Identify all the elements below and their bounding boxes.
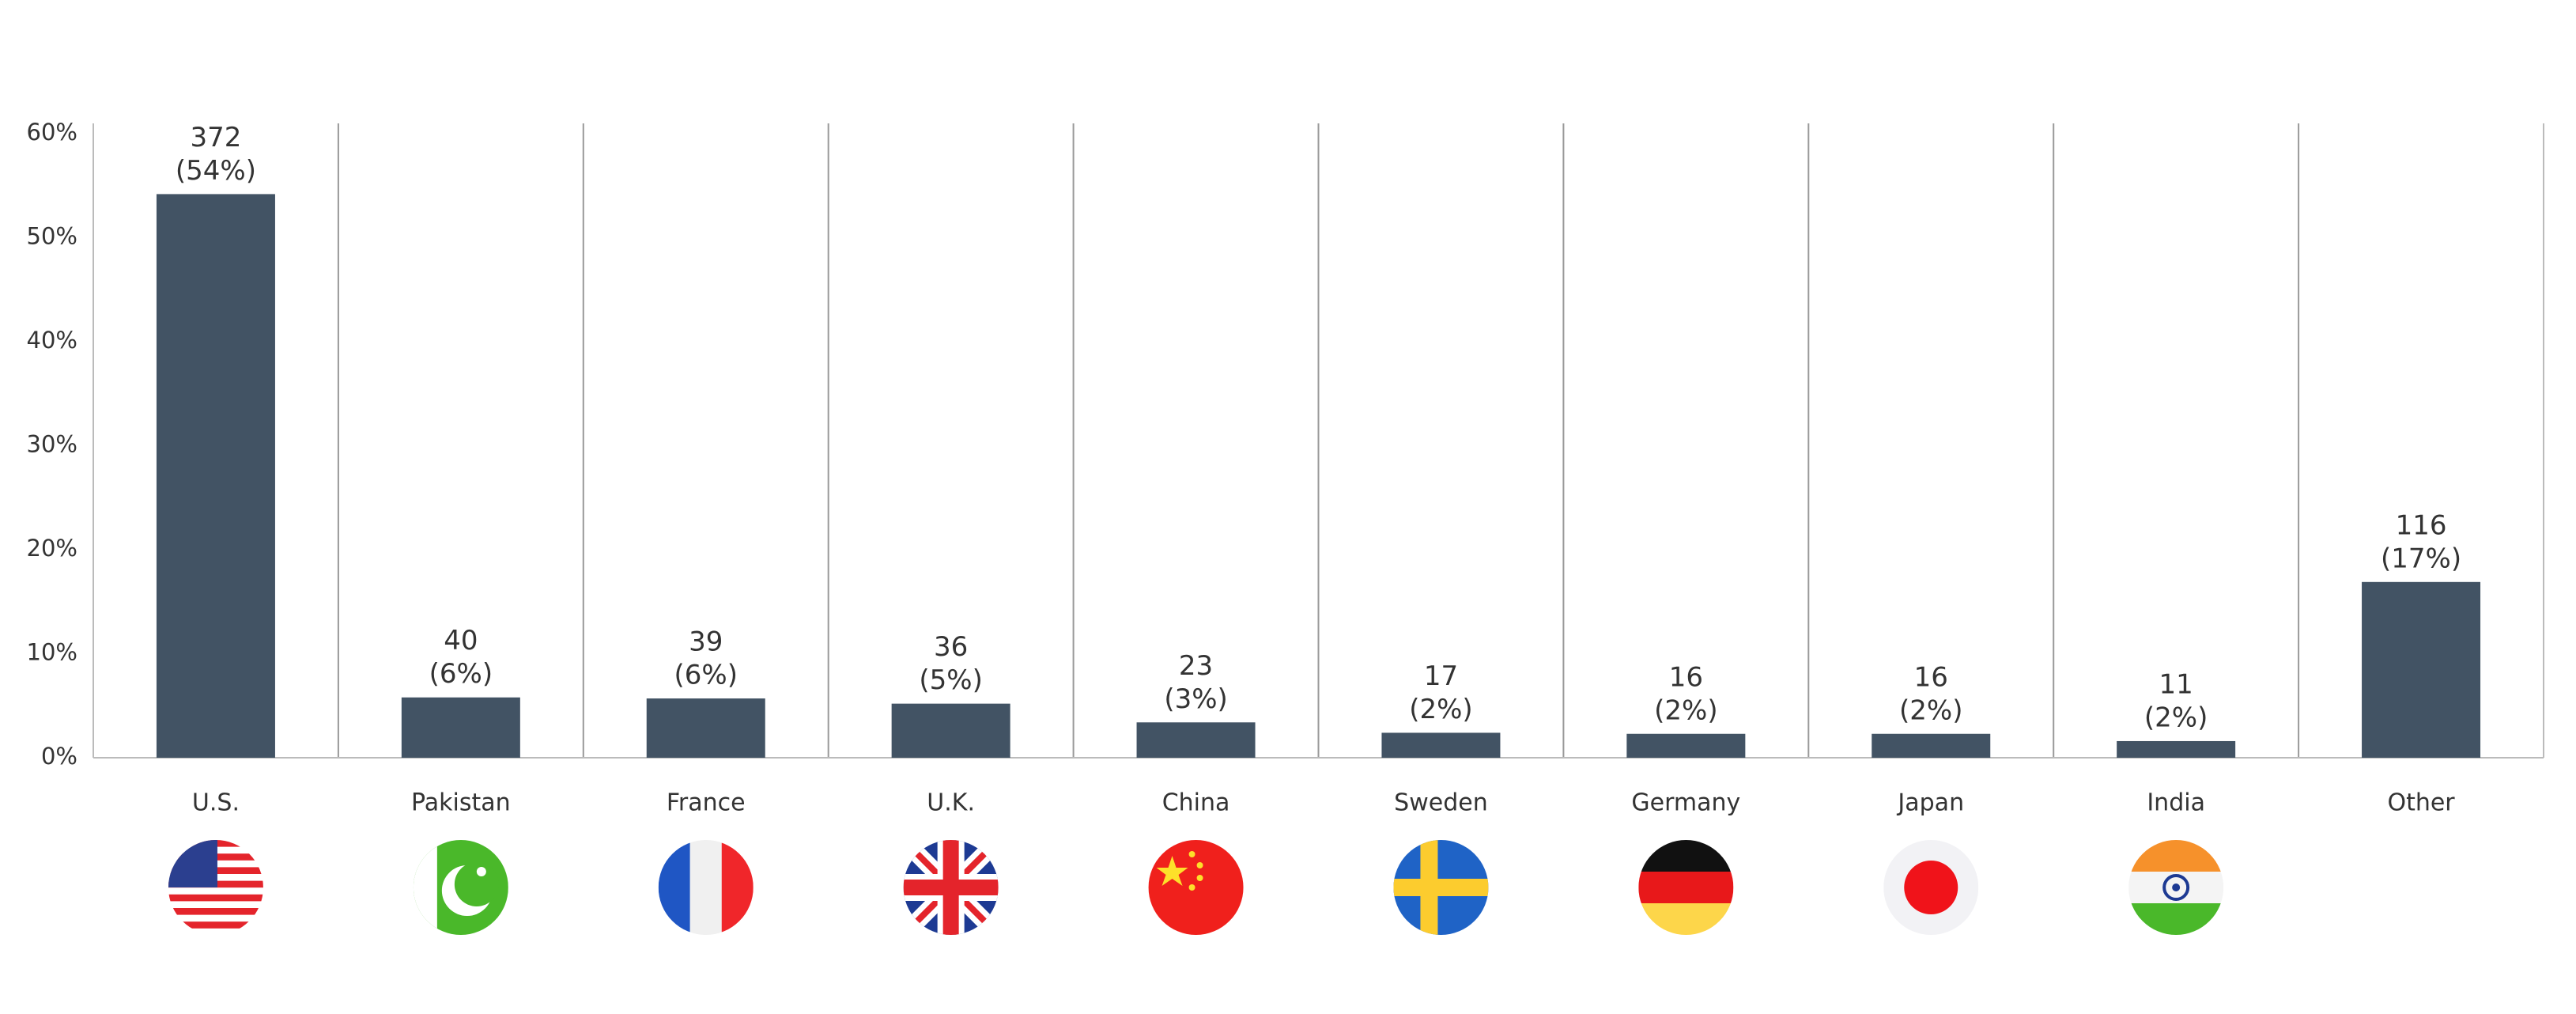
flag-part (476, 867, 486, 876)
flag (658, 840, 754, 935)
flag-part (689, 840, 722, 935)
value-label: (17%) (2381, 543, 2461, 574)
value-label: (54%) (176, 155, 256, 187)
x-tick-label: China (1162, 789, 1230, 817)
x-tick-label: France (667, 789, 746, 817)
y-tick-label: 0% (41, 743, 77, 770)
flag-part (1156, 856, 1188, 886)
count-label: 11 (2159, 668, 2193, 700)
bar (891, 703, 1010, 758)
flag-part (168, 840, 217, 887)
bar (401, 697, 520, 758)
value-label: (6%) (429, 658, 493, 690)
flag-part (1148, 840, 1244, 935)
flag-part (2128, 903, 2224, 935)
flag-part (168, 894, 263, 902)
y-tick-label: 60% (27, 119, 77, 146)
x-tick-label: Japan (1896, 789, 1964, 817)
x-tick-label: Other (2387, 789, 2455, 817)
bar (1136, 722, 1256, 758)
y-tick-label: 50% (27, 223, 77, 250)
x-tick-label: Germany (1631, 789, 1740, 817)
count-label: 16 (1914, 661, 1948, 693)
bar (1381, 732, 1501, 758)
x-tick-label: U.S. (192, 789, 240, 817)
flag-part (1638, 840, 1734, 872)
bar (1626, 733, 1746, 758)
flag (2128, 840, 2224, 935)
flag (1393, 840, 1489, 935)
count-label: 23 (1179, 650, 1213, 682)
count-label: 36 (934, 631, 968, 663)
flag-part (1904, 861, 1958, 914)
value-label: (5%) (919, 664, 982, 696)
flag (1148, 840, 1244, 935)
bar (1872, 733, 1991, 758)
value-label: (2%) (1899, 694, 1962, 726)
count-label: 116 (2396, 509, 2447, 541)
flag-part (2128, 840, 2224, 872)
flag (413, 840, 508, 935)
flag-part (658, 840, 690, 935)
flag-part (721, 840, 754, 935)
count-label: 17 (1424, 660, 1458, 692)
x-tick-label: India (2147, 789, 2205, 817)
bar (2362, 581, 2481, 758)
y-tick-label: 20% (27, 535, 77, 562)
flag-part (2162, 874, 2190, 901)
flag-part (168, 908, 263, 915)
value-label: (2%) (2144, 702, 2208, 733)
flag-part (1188, 851, 1195, 857)
value-label: (2%) (1654, 694, 1717, 726)
flag (1638, 840, 1734, 935)
flag-part (168, 921, 263, 929)
flag-part (2172, 883, 2181, 891)
x-tick-label: Pakistan (411, 789, 511, 817)
flag-part (1188, 884, 1195, 891)
flag-part (903, 840, 999, 935)
y-tick-label: 30% (27, 431, 77, 458)
bar (156, 194, 275, 759)
flag-part (1196, 862, 1203, 868)
value-label: (6%) (674, 660, 738, 691)
flag-part (1196, 875, 1203, 881)
count-label: 39 (689, 626, 723, 658)
bar (646, 698, 765, 758)
y-tick-label: 10% (27, 639, 77, 666)
count-label: 40 (444, 625, 478, 656)
flag (1883, 840, 1979, 935)
x-tick-label: U.K. (927, 789, 975, 817)
flag-part (1638, 872, 1734, 903)
flag (168, 840, 263, 929)
y-tick-label: 40% (27, 327, 77, 354)
flag-part (1638, 903, 1734, 935)
value-label: (2%) (1409, 694, 1472, 725)
count-label: 16 (1669, 661, 1703, 693)
flag-part (413, 840, 437, 935)
value-label: (3%) (1164, 683, 1227, 715)
x-tick-label: Sweden (1394, 789, 1488, 817)
count-label: 372 (190, 122, 241, 153)
flag-part (454, 862, 499, 906)
flag-part (1393, 840, 1489, 935)
bar (2117, 740, 2236, 758)
flag (903, 840, 999, 935)
